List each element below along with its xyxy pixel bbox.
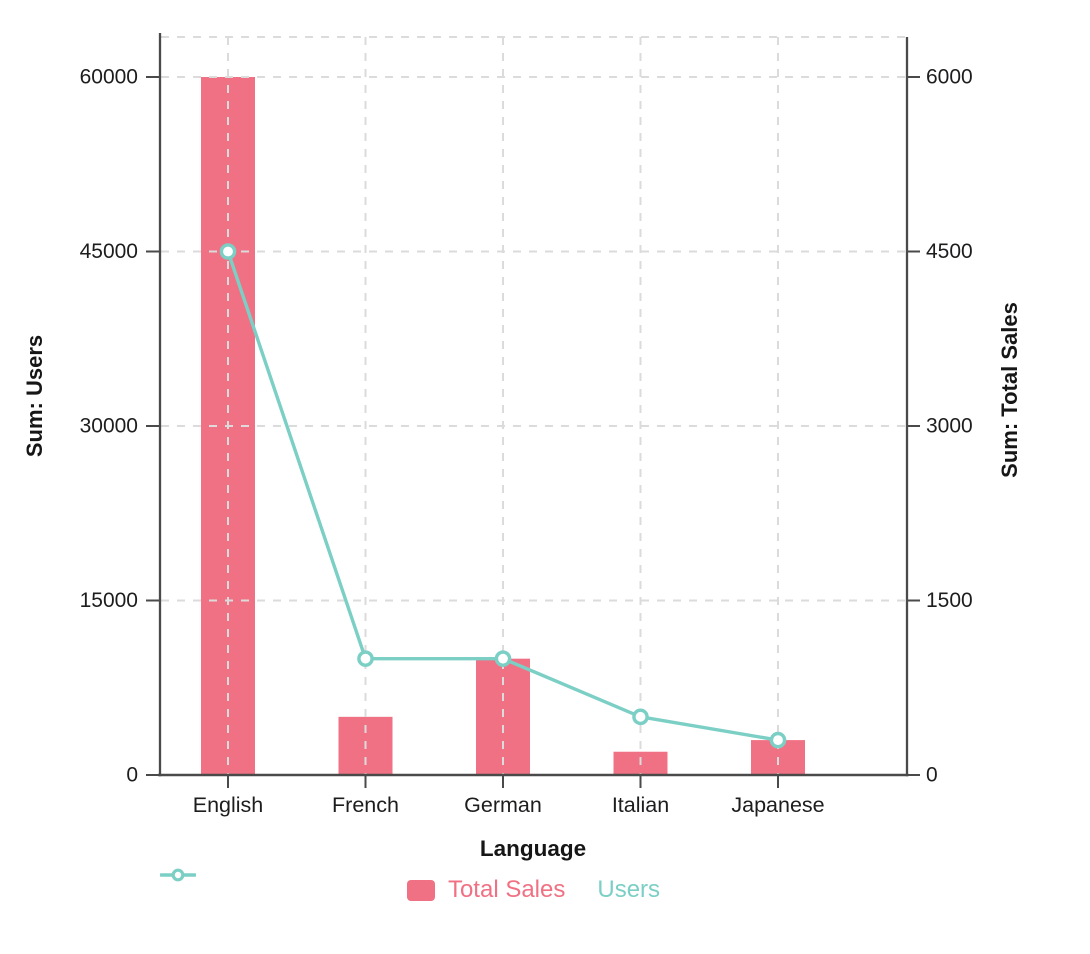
y-right-tick-label: 4500 xyxy=(926,240,973,263)
x-tick-label-english: English xyxy=(193,793,264,817)
users-line-series xyxy=(219,243,787,749)
users-point-english xyxy=(219,243,237,260)
users-point-italian xyxy=(632,708,649,726)
y-left-tick-label: 15000 xyxy=(80,589,138,612)
gridlines xyxy=(161,36,906,774)
y-right-tick-label: 3000 xyxy=(926,415,973,438)
y-left-tick-label: 60000 xyxy=(80,66,138,89)
legend-item-total-sales[interactable]: Total Sales xyxy=(406,876,566,903)
legend-item-users[interactable]: Users xyxy=(160,868,661,903)
y-right-tick-label: 6000 xyxy=(926,66,973,89)
users-point-german xyxy=(494,650,512,667)
y-left-tick-label: 45000 xyxy=(80,240,138,263)
y-right-tick-label: 1500 xyxy=(926,589,973,612)
legend-label-total-sales: Total Sales xyxy=(447,876,566,903)
tick-labels: 0 15000 30000 45000 60000 0 1500 3000 4500 6000 En… xyxy=(80,66,973,818)
tick-marks xyxy=(146,76,920,788)
x-axis-title: Language xyxy=(480,836,586,861)
axes xyxy=(158,33,909,777)
legend-label-users: Users xyxy=(597,876,661,903)
x-tick-label-japanese: Japanese xyxy=(731,793,824,817)
y-left-axis-title: Sum: Users xyxy=(22,335,47,457)
y-right-tick-label: 0 xyxy=(926,764,938,787)
legend: Total Sales Users xyxy=(160,867,907,913)
x-tick-label-italian: Italian xyxy=(612,793,669,817)
y-left-tick-label: 0 xyxy=(126,764,138,787)
x-tick-label-french: French xyxy=(332,793,399,817)
x-tick-label-german: German xyxy=(464,793,542,817)
users-point-japanese xyxy=(769,731,787,749)
total-sales-swatch-icon xyxy=(406,879,435,901)
users-line-marker-icon xyxy=(160,868,196,882)
y-right-axis-title: Sum: Total Sales xyxy=(997,302,1022,478)
y-left-tick-label: 30000 xyxy=(80,415,138,438)
users-point-french xyxy=(357,650,374,667)
